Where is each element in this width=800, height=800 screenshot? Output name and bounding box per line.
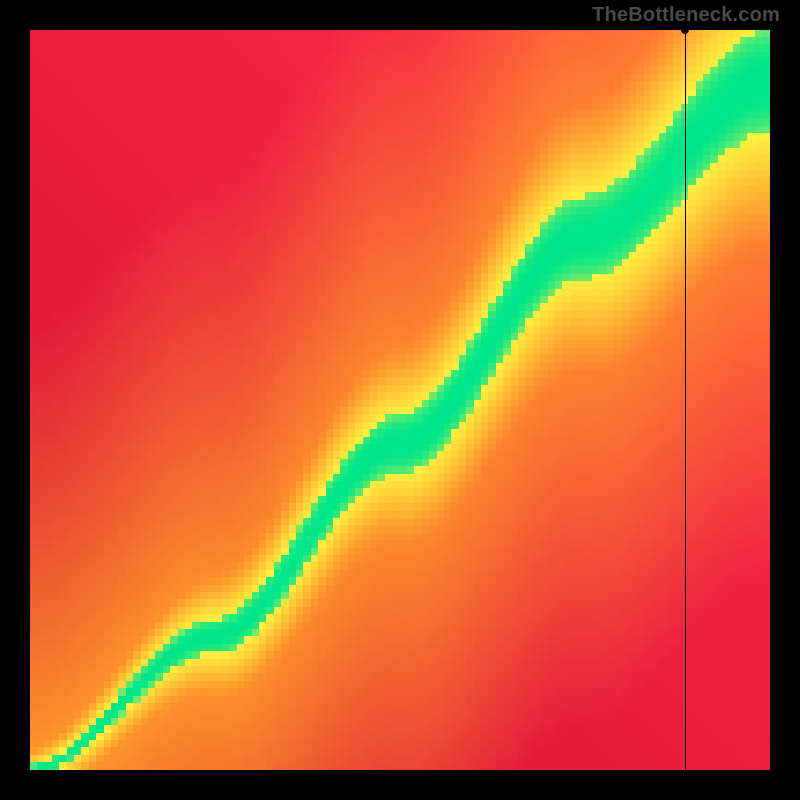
heatmap-canvas	[30, 30, 770, 770]
vertical-marker-dot	[681, 26, 689, 34]
vertical-marker-line	[685, 30, 686, 770]
watermark-text: TheBottleneck.com	[592, 4, 780, 27]
heatmap-plot	[30, 30, 770, 770]
